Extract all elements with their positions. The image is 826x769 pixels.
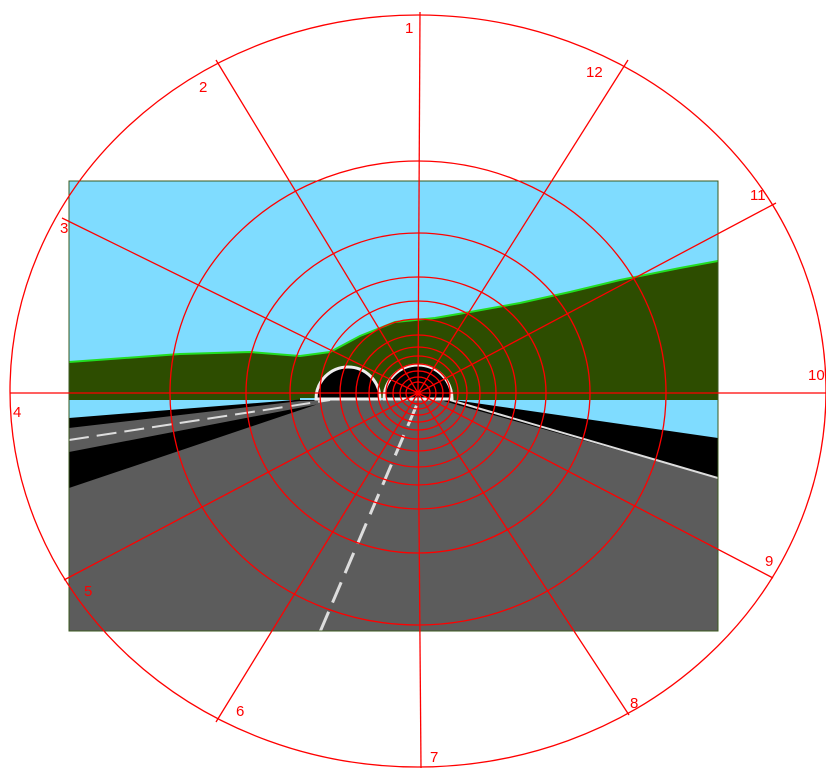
sector-spoke-8 <box>417 392 630 716</box>
sector-spoke-12 <box>417 59 629 394</box>
sector-label-8: 8 <box>630 695 638 712</box>
sector-labels: 1 2 3 4 5 6 7 8 9 10 11 12 <box>13 20 825 766</box>
sector-label-5: 5 <box>84 583 92 600</box>
center-lane-marking <box>318 401 420 631</box>
scene-frame <box>68 180 719 632</box>
sector-spoke-3 <box>61 217 419 394</box>
sector-label-12: 12 <box>586 64 603 81</box>
sector-spoke-11 <box>417 202 777 394</box>
sector-spoke-9 <box>417 392 774 579</box>
sector-label-2: 2 <box>199 79 207 96</box>
sector-spoke-7 <box>417 392 422 769</box>
sector-label-9: 9 <box>765 553 773 570</box>
sector-spoke-2 <box>215 59 419 394</box>
sector-label-11: 11 <box>750 187 766 204</box>
road-surface <box>69 400 718 631</box>
left-lane-marking <box>69 399 331 441</box>
sector-spoke-5 <box>63 392 419 581</box>
sector-spoke-1 <box>417 11 421 394</box>
scene-content <box>69 181 718 631</box>
left-lane-strip <box>69 400 340 452</box>
sector-grid-overlay <box>9 11 826 769</box>
ridge-line <box>69 260 718 363</box>
sector-label-3: 3 <box>60 220 68 237</box>
sector-label-1: 1 <box>405 20 413 37</box>
sector-label-7: 7 <box>430 749 438 766</box>
sector-label-10: 10 <box>808 367 825 384</box>
tunnel-road-scene <box>68 180 719 632</box>
right-edge-marking <box>449 399 718 479</box>
outer-boundary-ellipse <box>9 14 826 768</box>
sector-label-4: 4 <box>13 404 21 421</box>
sector-label-6: 6 <box>236 703 244 720</box>
sector-spoke-6 <box>215 392 419 723</box>
